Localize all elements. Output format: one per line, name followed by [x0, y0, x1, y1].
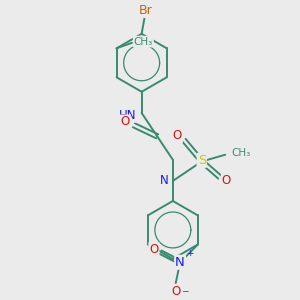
Text: N: N [175, 256, 185, 269]
Text: S: S [198, 154, 206, 167]
Text: −: − [181, 286, 189, 296]
Text: O: O [121, 116, 130, 128]
Text: Br: Br [139, 4, 153, 17]
Text: CH₃: CH₃ [231, 148, 250, 158]
Text: N: N [160, 174, 168, 188]
Text: O: O [173, 129, 182, 142]
Text: O: O [222, 174, 231, 187]
Text: O: O [149, 243, 158, 256]
Text: O: O [171, 285, 180, 298]
Text: CH₃: CH₃ [134, 37, 153, 46]
Text: +: + [186, 249, 193, 258]
Text: HN: HN [119, 109, 136, 122]
